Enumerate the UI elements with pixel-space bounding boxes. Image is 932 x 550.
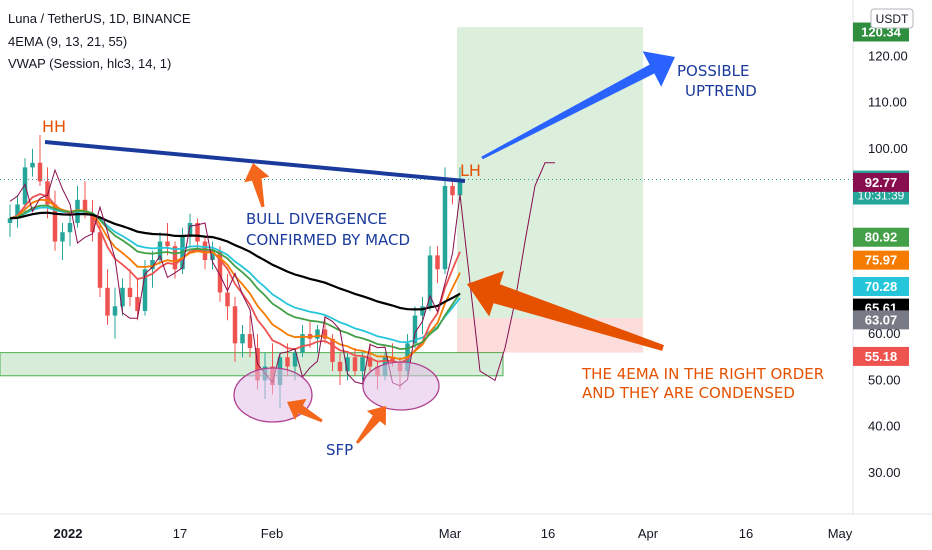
price-label[interactable]: 63.07 bbox=[853, 310, 909, 330]
ema-21-line[interactable] bbox=[9, 204, 461, 350]
candle bbox=[217, 246, 223, 302]
lh-label[interactable]: LH bbox=[460, 161, 481, 180]
candle bbox=[7, 204, 13, 237]
candle bbox=[165, 222, 170, 256]
candle bbox=[337, 352, 343, 386]
y-tick-label: 30.00 bbox=[868, 465, 901, 480]
macd-confirm-label[interactable]: CONFIRMED BY MACD bbox=[246, 231, 410, 249]
divergence-arrow[interactable] bbox=[244, 163, 270, 208]
ema-indicator-legend[interactable]: 4EMA (9, 13, 21, 55) bbox=[8, 34, 128, 49]
candle bbox=[352, 347, 358, 376]
candle bbox=[232, 297, 238, 362]
bull-divergence-label[interactable]: BULL DIVERGENCE bbox=[246, 210, 387, 228]
candle bbox=[90, 199, 95, 242]
ema-order-label[interactable]: THE 4EMA IN THE RIGHT ORDER bbox=[581, 365, 824, 383]
candle bbox=[345, 352, 350, 381]
uptrend-label[interactable]: UPTREND bbox=[685, 82, 757, 100]
vwap-indicator-legend[interactable]: VWAP (Session, hlc3, 14, 1) bbox=[8, 56, 172, 71]
possible-label[interactable]: POSSIBLE bbox=[677, 62, 749, 80]
y-tick-label: 40.00 bbox=[868, 419, 901, 434]
candle bbox=[322, 315, 328, 344]
x-tick-label: 17 bbox=[173, 526, 187, 541]
x-tick-label: Mar bbox=[439, 526, 462, 541]
svg-text:70.28: 70.28 bbox=[865, 279, 898, 294]
resistance-trendline[interactable] bbox=[44, 140, 466, 183]
y-tick-label: 60.00 bbox=[868, 326, 901, 341]
candle bbox=[412, 306, 418, 348]
price-label[interactable]: 55.18 bbox=[853, 346, 909, 366]
candle bbox=[247, 315, 253, 358]
x-tick-label: Feb bbox=[261, 526, 283, 541]
candle bbox=[37, 135, 43, 186]
candle bbox=[450, 181, 455, 205]
sfp-ellipse-2[interactable] bbox=[362, 361, 440, 411]
candle bbox=[150, 250, 155, 288]
candle bbox=[30, 148, 35, 177]
candle bbox=[225, 273, 230, 321]
price-label[interactable]: 70.28 bbox=[853, 277, 909, 297]
candle bbox=[315, 324, 320, 353]
price-label[interactable]: 75.97 bbox=[853, 250, 909, 270]
candle bbox=[360, 352, 365, 381]
candle bbox=[112, 287, 118, 339]
candle bbox=[427, 246, 433, 311]
candle bbox=[67, 213, 73, 247]
x-tick-label: 16 bbox=[739, 526, 753, 541]
candle bbox=[240, 324, 245, 358]
candle bbox=[105, 269, 110, 325]
x-tick-label: Apr bbox=[638, 526, 659, 541]
sfp-arrow-2[interactable] bbox=[355, 406, 386, 444]
candle bbox=[52, 190, 58, 251]
candle bbox=[135, 278, 140, 321]
price-label[interactable]: 80.92 bbox=[853, 227, 909, 247]
svg-text:55.18: 55.18 bbox=[865, 349, 898, 364]
candle bbox=[45, 167, 50, 219]
svg-text:63.07: 63.07 bbox=[865, 312, 898, 327]
ema-55-line[interactable] bbox=[9, 211, 461, 311]
uptrend-arrow[interactable] bbox=[481, 51, 675, 160]
x-tick-label: 16 bbox=[541, 526, 555, 541]
svg-text:USDT: USDT bbox=[876, 12, 909, 26]
svg-text:92.77: 92.77 bbox=[865, 175, 898, 190]
symbol-title[interactable]: Luna / TetherUS, 1D, BINANCE bbox=[8, 11, 191, 26]
candle bbox=[300, 324, 305, 358]
candle bbox=[420, 297, 425, 335]
condensed-label[interactable]: AND THEY ARE CONDENSED bbox=[582, 384, 795, 402]
x-tick-label: 2022 bbox=[54, 526, 83, 541]
svg-text:80.92: 80.92 bbox=[865, 230, 898, 245]
x-tick-label: May bbox=[828, 526, 853, 541]
profit-zone[interactable] bbox=[457, 27, 643, 318]
svg-text:10:31:39: 10:31:39 bbox=[858, 189, 905, 203]
price-axis[interactable] bbox=[853, 0, 932, 550]
y-tick-label: 50.00 bbox=[868, 372, 901, 387]
svg-text:75.97: 75.97 bbox=[865, 253, 898, 268]
candle bbox=[142, 260, 148, 316]
candle bbox=[97, 222, 103, 298]
candle bbox=[442, 167, 448, 274]
currency-badge[interactable]: USDT bbox=[870, 8, 914, 29]
hh-label[interactable]: HH bbox=[42, 117, 66, 136]
price-label[interactable]: 92.77 bbox=[853, 172, 909, 192]
candle bbox=[15, 195, 20, 228]
y-tick-label: 110.00 bbox=[868, 95, 907, 110]
candle bbox=[435, 246, 440, 284]
ema-order-arrow[interactable] bbox=[467, 270, 664, 351]
candle bbox=[210, 241, 215, 270]
candle bbox=[60, 222, 65, 261]
candle bbox=[75, 185, 80, 228]
candle bbox=[127, 269, 133, 307]
candle bbox=[187, 213, 193, 247]
sfp-arrow-1[interactable] bbox=[287, 398, 323, 423]
y-tick-label: 100.00 bbox=[868, 141, 908, 156]
y-tick-label: 120.00 bbox=[868, 48, 908, 63]
sfp-label[interactable]: SFP bbox=[326, 441, 353, 459]
